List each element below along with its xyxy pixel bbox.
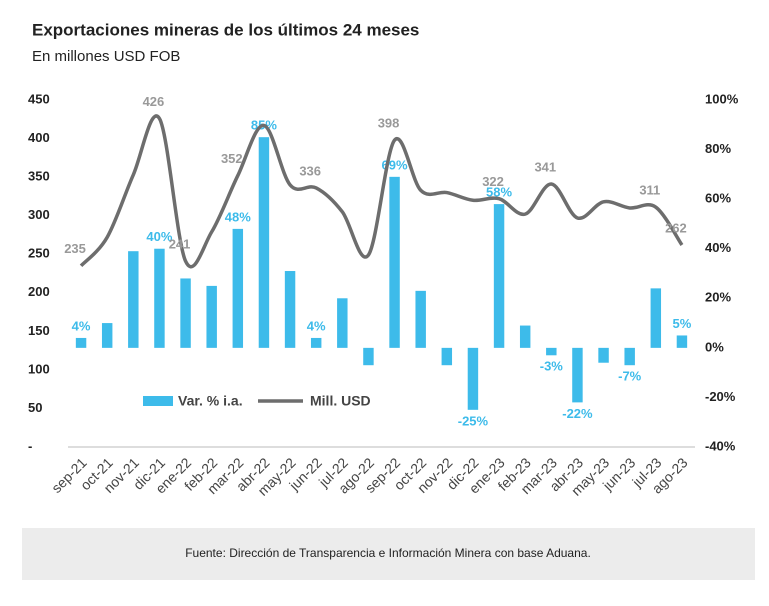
- line-label: 336: [299, 163, 321, 178]
- line-label: 398: [378, 116, 400, 131]
- chart-title: Exportaciones mineras de los últimos 24 …: [32, 20, 419, 39]
- bar: [572, 347, 583, 403]
- bar: [467, 347, 479, 410]
- bar: [546, 347, 557, 356]
- chart-subtitle: En millones USD FOB: [32, 48, 180, 65]
- bar: [284, 271, 296, 348]
- y-tick-label: 200: [28, 284, 50, 299]
- bar: [519, 325, 531, 348]
- bar: [493, 204, 505, 348]
- y2-tick-label: 100%: [705, 91, 739, 106]
- bar-label: -7%: [618, 369, 642, 384]
- source: Fuente: Dirección de Transparencia e Inf…: [185, 546, 591, 560]
- bar-label: 4%: [72, 318, 91, 333]
- bar-label: 4%: [307, 318, 326, 333]
- bar: [258, 137, 270, 348]
- bar-label: 40%: [146, 229, 172, 244]
- bar-label: 48%: [225, 209, 251, 224]
- bar-label: 5%: [673, 316, 692, 331]
- bar-label: -22%: [562, 406, 593, 421]
- bar: [101, 323, 113, 348]
- line-label: 426: [143, 94, 165, 109]
- line-label: 341: [534, 159, 556, 174]
- y-tick-label: 400: [28, 130, 50, 145]
- y2-tick-label: -40%: [705, 438, 736, 453]
- bar: [232, 228, 244, 348]
- bar: [206, 285, 217, 348]
- y-tick-label: 450: [28, 91, 50, 106]
- y-tick-label: 50: [28, 400, 42, 415]
- bar: [310, 337, 322, 348]
- bar: [676, 335, 688, 348]
- legend-label: Var. % i.a.: [178, 393, 243, 409]
- footer-box: [22, 528, 755, 580]
- y-tick-label: 300: [28, 207, 50, 222]
- bar: [128, 251, 139, 348]
- line-label: 241: [169, 237, 191, 252]
- line-label: 235: [64, 241, 86, 256]
- bar: [337, 298, 348, 348]
- bar: [415, 290, 426, 348]
- bar: [598, 347, 609, 363]
- line-label: 311: [639, 183, 660, 198]
- legend-swatch: [143, 396, 173, 406]
- line-label: 352: [221, 151, 243, 166]
- y2-tick-label: 20%: [705, 290, 731, 305]
- y2-tick-label: -20%: [705, 389, 736, 404]
- bar: [624, 347, 635, 366]
- bar: [154, 248, 165, 348]
- bar-label: -3%: [540, 359, 564, 374]
- y-tick-label: 350: [28, 169, 50, 184]
- bar-label: 58%: [486, 185, 512, 200]
- y2-tick-label: 0%: [705, 339, 724, 354]
- line-label: 262: [665, 220, 687, 235]
- y-tick-label: -: [28, 438, 32, 453]
- bar: [180, 278, 191, 348]
- y-tick-label: 100: [28, 361, 50, 376]
- bar: [650, 288, 662, 348]
- line-label: 322: [482, 174, 504, 189]
- bar: [363, 347, 374, 366]
- y-tick-label: 250: [28, 246, 50, 261]
- bar: [389, 176, 400, 348]
- bar: [441, 347, 453, 366]
- line: [79, 114, 684, 269]
- y-tick-label: 150: [28, 323, 50, 338]
- y2-tick-label: 80%: [705, 141, 731, 156]
- legend-label: Mill. USD: [310, 393, 371, 409]
- y2-tick-label: 40%: [705, 240, 731, 255]
- bar: [75, 337, 87, 348]
- y2-tick-label: 60%: [705, 191, 731, 206]
- bar-label: -25%: [458, 413, 489, 428]
